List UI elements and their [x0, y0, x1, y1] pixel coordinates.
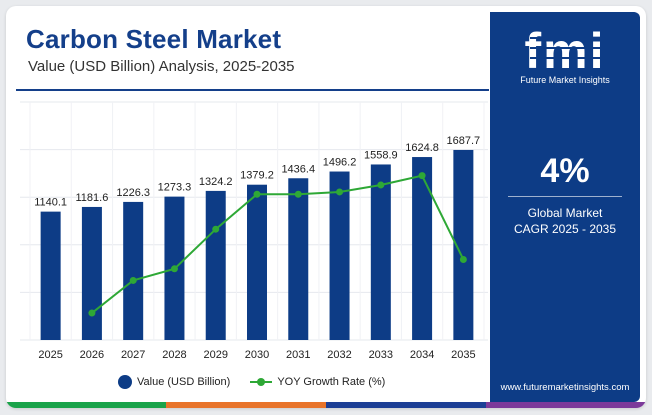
legend-item-growth: YOY Growth Rate (%) — [250, 376, 385, 388]
stripe-segment — [486, 402, 646, 408]
bar-value-label: 1558.9 — [364, 149, 398, 161]
chart-title: Carbon Steel Market — [26, 24, 282, 54]
bar — [123, 201, 144, 340]
bar-value-label: 1687.7 — [447, 135, 481, 147]
x-tick-label: 2026 — [80, 349, 104, 361]
infographic-card: Carbon Steel Market Value (USD Billion) … — [6, 6, 646, 408]
x-tick-label: 2033 — [369, 349, 393, 361]
logo-subtitle: Future Market Insights — [520, 75, 610, 85]
growth-rate-point — [294, 190, 302, 198]
footer-color-stripe — [6, 402, 646, 408]
website-link[interactable]: www.futuremarketinsights.com — [500, 382, 630, 393]
bar — [412, 157, 433, 340]
bar-value-label: 1379.2 — [240, 170, 274, 182]
legend-line-swatch — [250, 378, 273, 386]
chart-subtitle: Value (USD Billion) Analysis, 2025-2035 — [28, 58, 295, 75]
growth-rate-point — [170, 265, 178, 273]
cagr-label-line1: Global Market — [527, 206, 603, 220]
growth-rate-line — [91, 174, 465, 314]
bar — [40, 211, 61, 340]
fmi-logo: fmi — [525, 24, 604, 74]
growth-rate-point — [336, 188, 344, 196]
cagr-label-line2: CAGR 2025 - 2035 — [513, 222, 617, 236]
x-tick-label: 2035 — [451, 349, 475, 361]
stripe-segment — [166, 402, 326, 408]
x-tick-label: 2029 — [203, 349, 227, 361]
growth-rate-point — [459, 255, 467, 263]
x-tick-label: 2030 — [245, 349, 269, 361]
stripe-segment — [6, 402, 166, 408]
growth-rate-point — [129, 276, 137, 284]
cagr-divider — [508, 196, 622, 197]
bar-value-label: 1273.3 — [158, 182, 192, 194]
bar-value-label: 1226.3 — [116, 187, 150, 199]
bar — [288, 178, 309, 340]
bar-value-label: 1324.2 — [199, 176, 233, 188]
x-tick-label: 2034 — [410, 349, 434, 361]
bar-value-label: 1181.6 — [75, 192, 108, 204]
bar — [370, 164, 391, 340]
legend-value-label: Value (USD Billion) — [137, 376, 231, 388]
bar-line-chart: 1140.1 2025 1181.6 2026 1226.3 2027 1273.3 2028… — [20, 101, 488, 361]
bar — [329, 171, 350, 340]
bar — [247, 184, 267, 340]
growth-rate-point — [377, 181, 385, 189]
x-tick-label: 2031 — [286, 349, 310, 361]
bar-value-label: 1624.8 — [405, 142, 439, 154]
growth-rate-point — [88, 309, 96, 317]
bar — [205, 190, 226, 340]
x-tick-label: 2025 — [38, 349, 62, 361]
bar-value-label: 1436.4 — [281, 163, 315, 175]
legend-growth-label: YOY Growth Rate (%) — [277, 376, 386, 388]
x-tick-label: 2032 — [327, 349, 351, 361]
bar — [81, 206, 102, 340]
legend-item-value: Value (USD Billion) — [118, 375, 230, 389]
x-tick-label: 2028 — [162, 349, 186, 361]
x-tick-label: 2027 — [121, 349, 145, 361]
growth-rate-point — [418, 172, 426, 180]
stripe-segment — [326, 402, 486, 408]
bar-value-label: 1496.2 — [323, 157, 357, 169]
growth-rate-point — [212, 225, 220, 233]
cagr-value: 4% — [540, 152, 590, 190]
legend-bar-swatch — [118, 375, 132, 389]
summary-panel: fmi Future Market Insights 4% Global Mar… — [490, 12, 640, 402]
bar — [453, 149, 474, 340]
chart-legend: Value (USD Billion) YOY Growth Rate (%) — [118, 372, 405, 392]
bar-value-label: 1140.1 — [34, 197, 67, 209]
header-divider — [16, 89, 489, 91]
growth-rate-point — [253, 190, 261, 198]
